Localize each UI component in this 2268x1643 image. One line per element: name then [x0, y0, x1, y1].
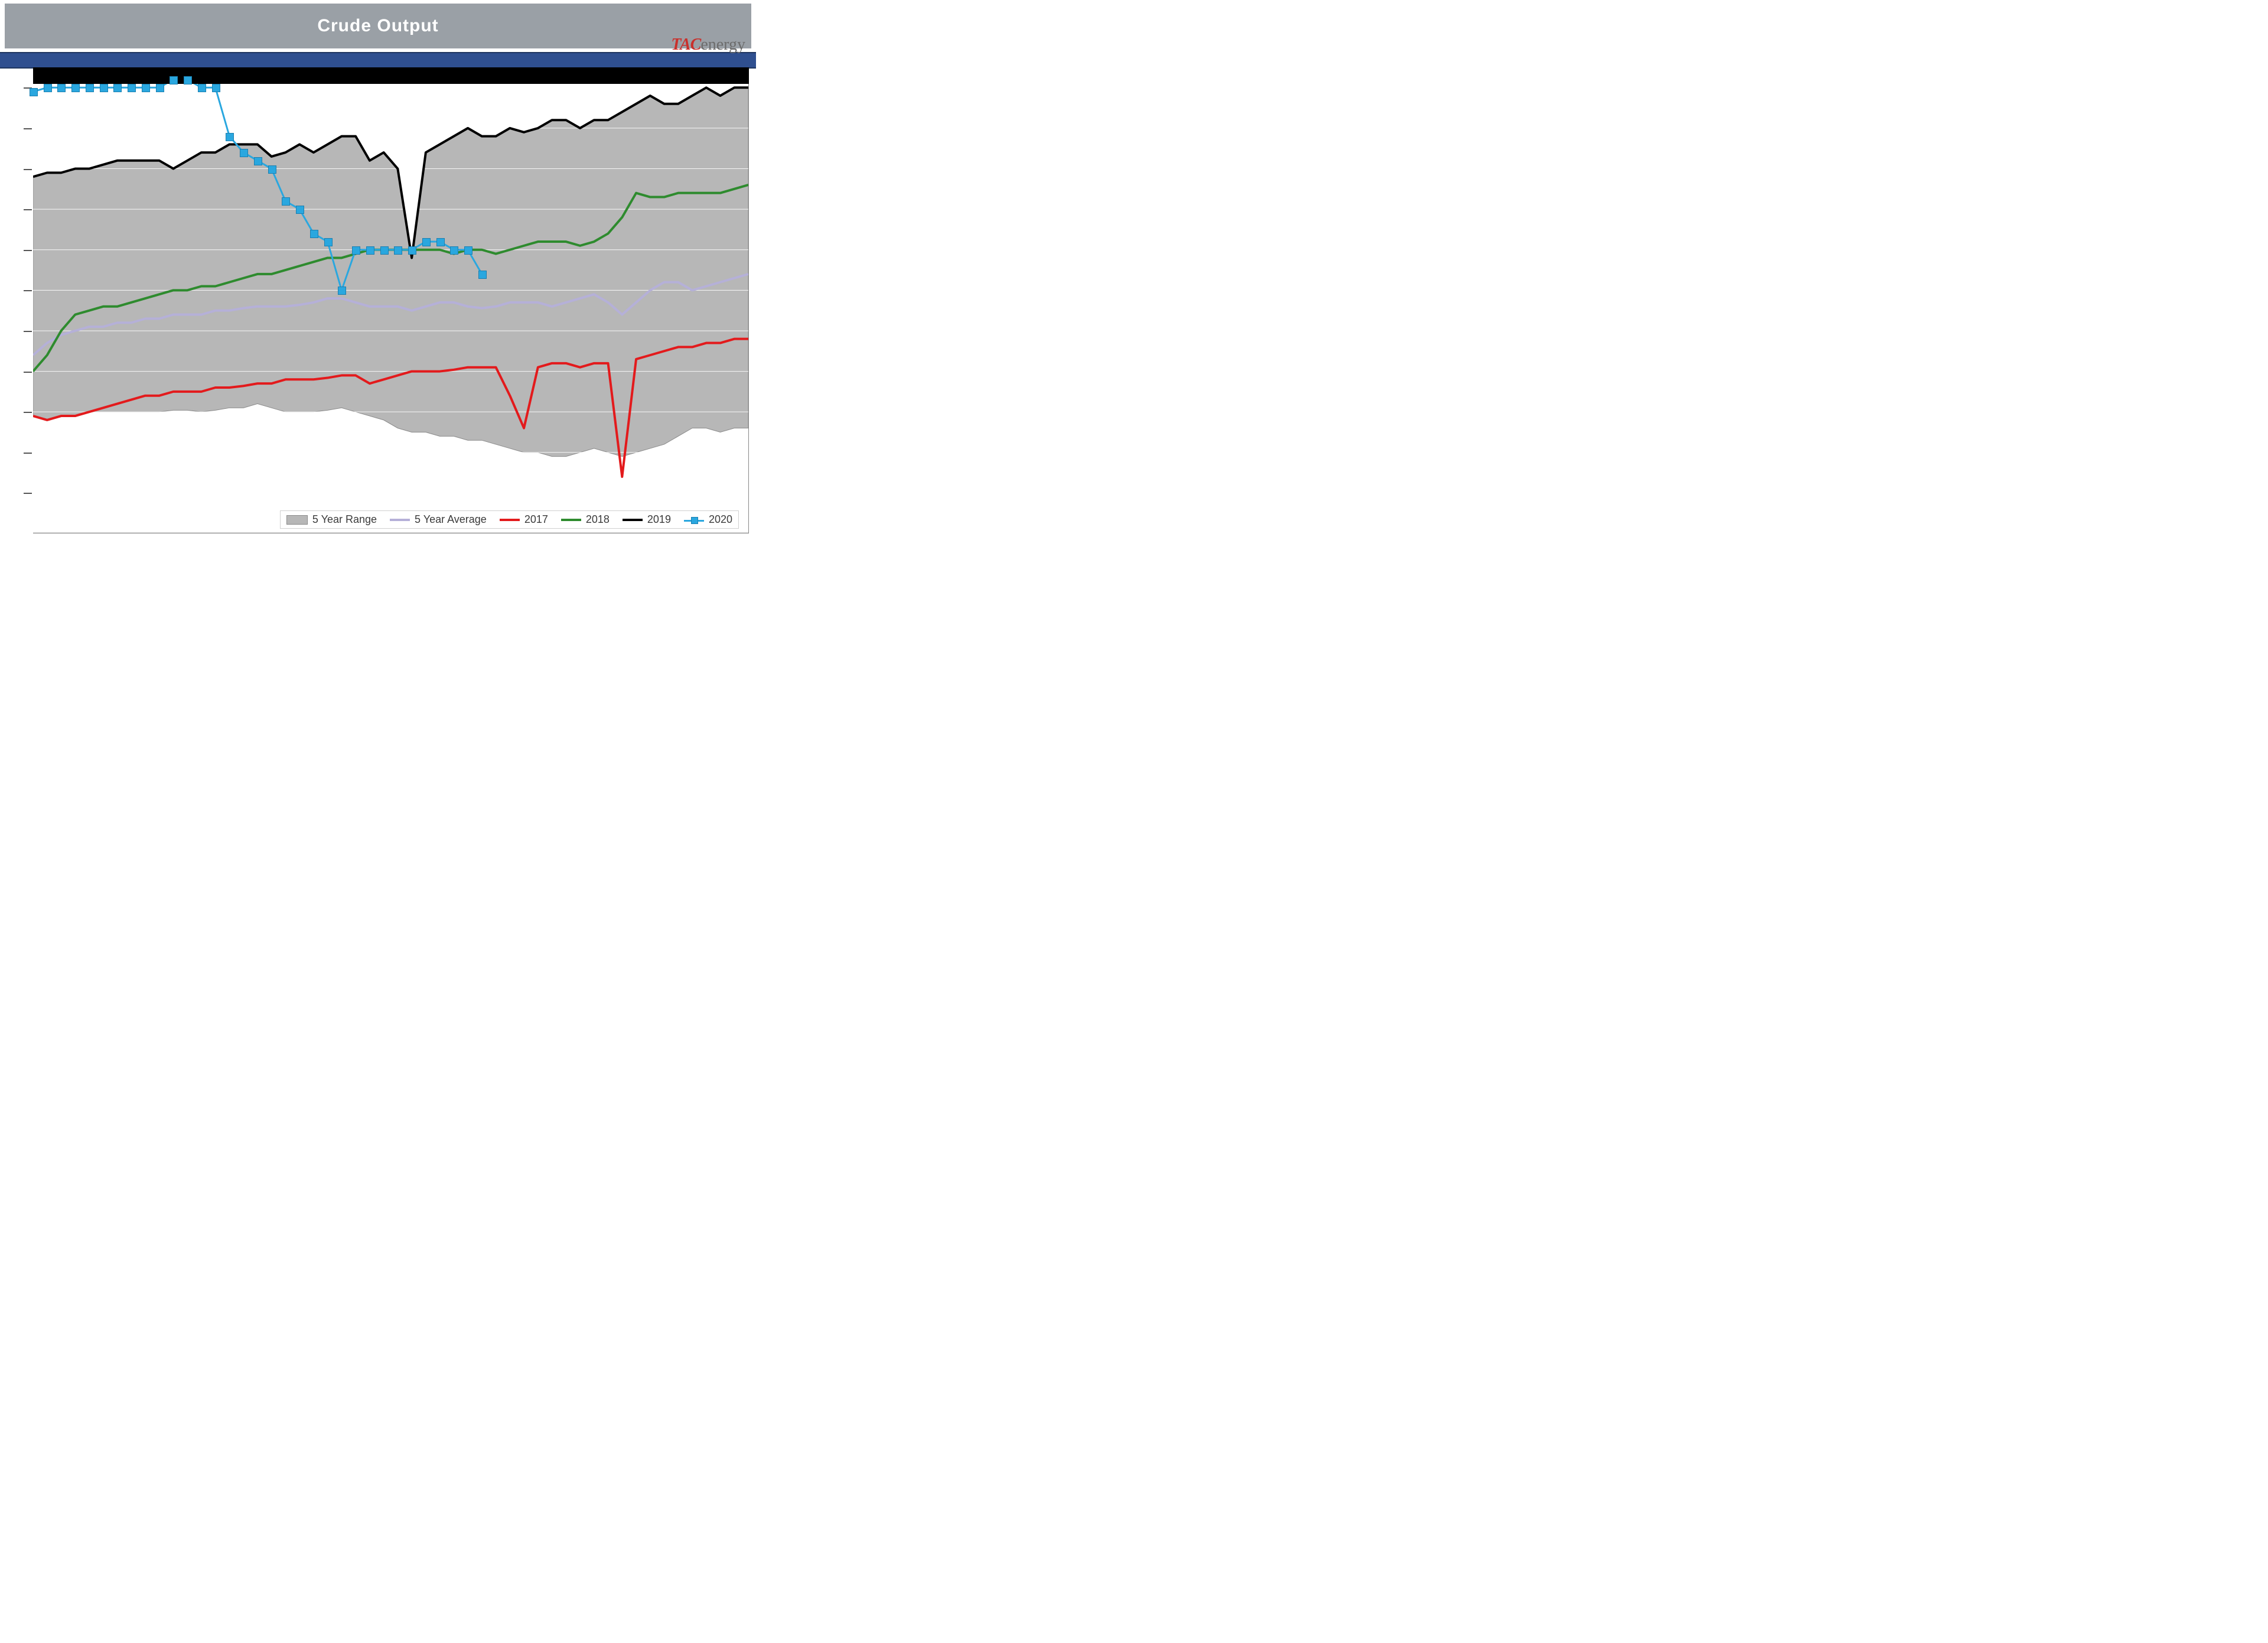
marker-2020 [44, 84, 52, 92]
legend-item-2020: 2020 [684, 513, 732, 526]
marker-2020 [338, 287, 346, 295]
logo-tac: TAC [671, 35, 700, 54]
legend-label: 2018 [586, 513, 610, 526]
line-chart-svg [33, 67, 748, 533]
black-top-strip [33, 67, 749, 84]
marker-2020 [310, 230, 318, 238]
y-tick [24, 453, 32, 454]
marker-2020 [422, 238, 431, 246]
legend-label: 5 Year Average [415, 513, 487, 526]
y-tick [24, 493, 32, 494]
logo-energy: energy [700, 35, 745, 54]
marker-2020 [100, 84, 108, 92]
marker-2020 [408, 246, 416, 255]
marker-2020 [282, 197, 290, 206]
marker-2020 [142, 84, 150, 92]
marker-2020 [156, 84, 164, 92]
marker-2020 [113, 84, 122, 92]
legend-line-2019 [623, 519, 643, 521]
chart-frame: Crude Output TACenergy 5 Year Range 5 Ye… [0, 0, 756, 548]
brand-logo: TACenergy [671, 35, 745, 54]
marker-2020 [464, 246, 472, 255]
marker-2020 [128, 84, 136, 92]
blue-band [0, 52, 756, 69]
legend-swatch-range [286, 515, 308, 525]
marker-2020 [394, 246, 402, 255]
marker-2020 [226, 133, 234, 141]
legend-label: 2017 [524, 513, 548, 526]
legend-label: 5 Year Range [312, 513, 377, 526]
legend-label: 2020 [709, 513, 732, 526]
marker-2020 [86, 84, 94, 92]
y-tick [24, 412, 32, 413]
legend-line-2018 [561, 519, 581, 521]
marker-2020 [436, 238, 445, 246]
y-tick [24, 331, 32, 332]
plot-area: 5 Year Range 5 Year Average 2017 2018 20… [33, 67, 749, 533]
legend-marker-2020 [684, 516, 704, 524]
legend-item-2018: 2018 [561, 513, 610, 526]
y-tick [24, 372, 32, 373]
legend-label: 2019 [647, 513, 671, 526]
marker-2020 [366, 246, 374, 255]
marker-2020 [30, 88, 38, 96]
legend-item-5yr-avg: 5 Year Average [390, 513, 487, 526]
marker-2020 [71, 84, 80, 92]
y-tick [24, 250, 32, 251]
chart-title: Crude Output [317, 16, 438, 36]
y-tick [24, 290, 32, 291]
marker-2020 [380, 246, 389, 255]
marker-2020 [212, 84, 220, 92]
marker-2020 [198, 84, 206, 92]
marker-2020 [352, 246, 360, 255]
marker-2020 [450, 246, 458, 255]
legend-item-5yr-range: 5 Year Range [286, 513, 377, 526]
marker-2020 [324, 238, 333, 246]
y-tick [24, 128, 32, 129]
legend-item-2019: 2019 [623, 513, 671, 526]
marker-2020 [240, 149, 248, 157]
marker-2020 [254, 157, 262, 165]
legend-item-2017: 2017 [500, 513, 548, 526]
y-tick [24, 169, 32, 170]
legend-line-2017 [500, 519, 520, 521]
legend-line-avg [390, 519, 410, 521]
title-bar: Crude Output [5, 4, 751, 48]
legend: 5 Year Range 5 Year Average 2017 2018 20… [280, 510, 739, 529]
marker-2020 [296, 206, 304, 214]
marker-2020 [268, 165, 276, 174]
marker-2020 [478, 271, 487, 279]
marker-2020 [57, 84, 66, 92]
y-tick [24, 209, 32, 210]
marker-2020 [170, 76, 178, 84]
marker-2020 [184, 76, 192, 84]
